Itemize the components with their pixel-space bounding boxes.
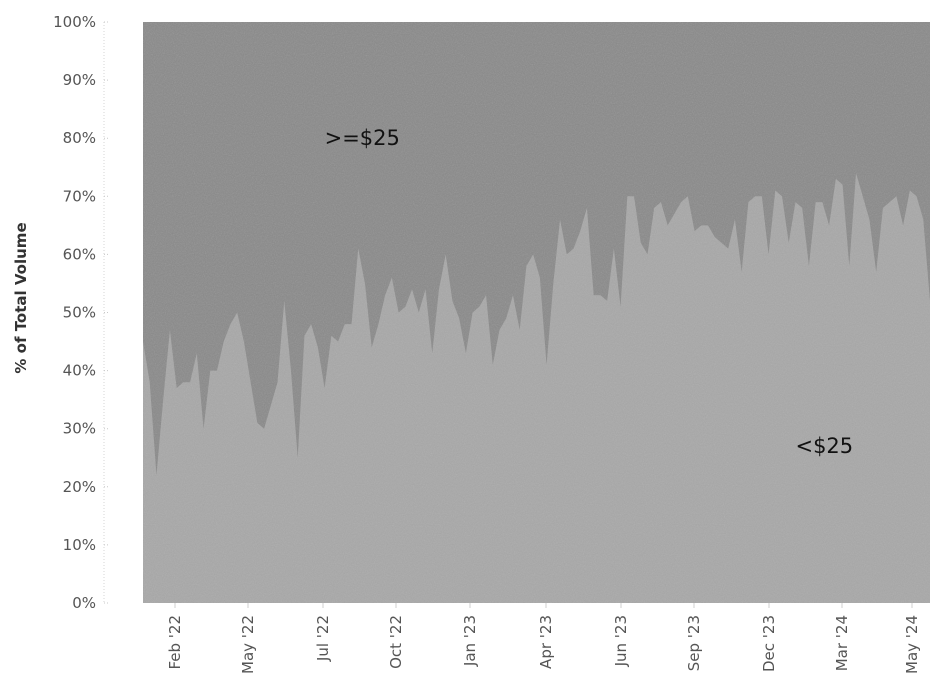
- x-tick-label: Jul '22: [314, 615, 332, 662]
- y-tick-label: 70%: [63, 187, 96, 205]
- y-tick-label: 100%: [53, 13, 96, 31]
- y-tick-label: 90%: [63, 71, 96, 89]
- y-axis: 0% 10% 20% 30% 40% 50% 60% 70% 80% 90% 100%: [53, 13, 110, 612]
- x-tick-label: May '22: [239, 615, 257, 674]
- x-axis: Feb '22 May '22 Jul '22 Oct '22 Jan '23 Apr '…: [166, 603, 921, 674]
- x-tick-label: May '24: [903, 615, 921, 674]
- y-tick-label: 80%: [63, 129, 96, 147]
- x-tick-label: Dec '23: [760, 615, 778, 672]
- x-tick-label: Feb '22: [166, 615, 184, 670]
- x-tick-label: Mar '24: [833, 615, 851, 671]
- y-tick-label: 60%: [63, 245, 96, 263]
- annotation-lt-25: <$25: [795, 434, 853, 458]
- y-tick-label: 0%: [72, 594, 96, 612]
- x-tick-label: Oct '22: [387, 615, 405, 669]
- x-tick-label: Jan '23: [461, 615, 479, 667]
- x-tick-label: Sep '23: [685, 615, 703, 671]
- y-tick-label: 30%: [63, 420, 96, 438]
- area-series-lt-25: [143, 173, 930, 603]
- y-axis-title: % of Total Volume: [12, 222, 30, 373]
- plot-area: [143, 22, 930, 603]
- y-tick-label: 40%: [63, 362, 96, 380]
- y-tick-label: 50%: [63, 304, 96, 322]
- y-tick-label: 10%: [63, 536, 96, 554]
- x-tick-label: Apr '23: [537, 615, 555, 669]
- x-tick-label: Jun '23: [612, 615, 630, 667]
- annotation-gte-25: >=$25: [325, 126, 400, 150]
- y-tick-label: 20%: [63, 478, 96, 496]
